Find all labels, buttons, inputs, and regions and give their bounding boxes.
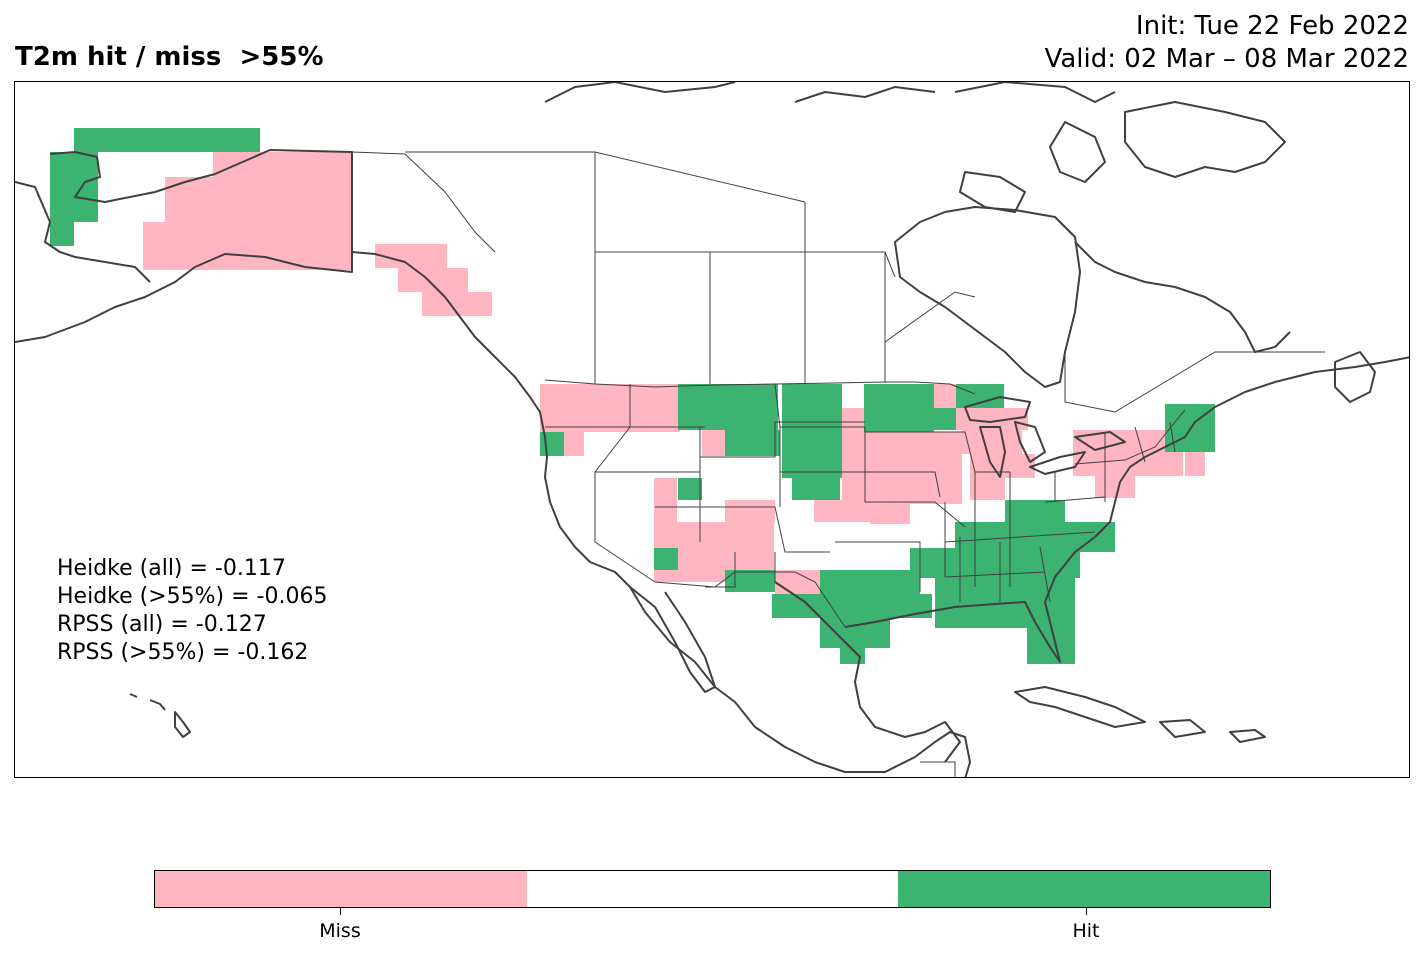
hit-cell [725, 430, 780, 456]
hit-miss-cells [50, 128, 1215, 664]
miss-cell [702, 430, 725, 456]
hit-cell [864, 384, 934, 432]
skill-scores: Heidke (all) = -0.117 Heidke (>55%) = -0… [57, 555, 327, 667]
hit-cell [654, 548, 678, 570]
hit-cell [1005, 500, 1065, 524]
hit-cell [540, 432, 564, 456]
hit-cell [910, 548, 1080, 578]
miss-cell [814, 500, 884, 522]
miss-cell [842, 408, 864, 432]
hit-cell [50, 222, 74, 246]
miss-cell [842, 432, 962, 504]
colorbar-tick-miss [340, 908, 341, 915]
miss-cell [564, 432, 584, 456]
miss-cell [1073, 452, 1183, 476]
hit-cell [782, 408, 842, 430]
miss-cell [775, 570, 825, 594]
hit-cell [50, 152, 98, 222]
hit-cell [74, 128, 260, 152]
date-header: Init: Tue 22 Feb 2022 Valid: 02 Mar – 08… [1045, 10, 1409, 76]
colorbar-label-hit: Hit [1072, 920, 1100, 942]
colorbar-tick-hit [1086, 908, 1087, 915]
hit-cell [820, 618, 890, 648]
colorbar [154, 870, 1271, 908]
political-borders [351, 151, 1325, 777]
map-panel [14, 81, 1410, 778]
miss-cell [1185, 452, 1205, 476]
miss-cell [1095, 476, 1135, 498]
miss-cell [165, 177, 213, 270]
miss-cell [934, 384, 956, 408]
miss-cell [143, 222, 165, 270]
map-title: T2m hit / miss >55% [15, 42, 324, 72]
stat-heidke-all: Heidke (all) = -0.117 [57, 556, 286, 581]
hit-cell [955, 522, 1115, 552]
miss-cell [375, 244, 447, 268]
miss-cell [1073, 430, 1193, 452]
hit-cell [782, 384, 842, 408]
colorbar-miss-segment [155, 871, 527, 907]
stat-heidke-55: Heidke (>55%) = -0.065 [57, 584, 328, 609]
miss-cell [956, 408, 978, 430]
stat-rpss-55: RPSS (>55%) = -0.162 [57, 640, 309, 665]
colorbar-hit-segment [898, 871, 1271, 907]
map-canvas [15, 82, 1409, 777]
stat-rpss-all: RPSS (all) = -0.127 [57, 612, 267, 637]
hit-cell [678, 384, 778, 430]
valid-range: Valid: 02 Mar – 08 Mar 2022 [1044, 44, 1409, 74]
miss-cell [540, 384, 680, 432]
hit-cell [678, 478, 702, 500]
miss-cell [962, 430, 1022, 454]
init-date: Init: Tue 22 Feb 2022 [1135, 11, 1409, 41]
colorbar-label-miss: Miss [319, 920, 361, 942]
miss-cell [725, 500, 775, 522]
colorbar-neutral-segment [526, 871, 899, 907]
miss-cell [398, 268, 468, 292]
hit-cell [782, 430, 842, 478]
miss-cell [213, 152, 353, 270]
hit-cell [792, 478, 840, 500]
hit-cell [956, 384, 1004, 408]
